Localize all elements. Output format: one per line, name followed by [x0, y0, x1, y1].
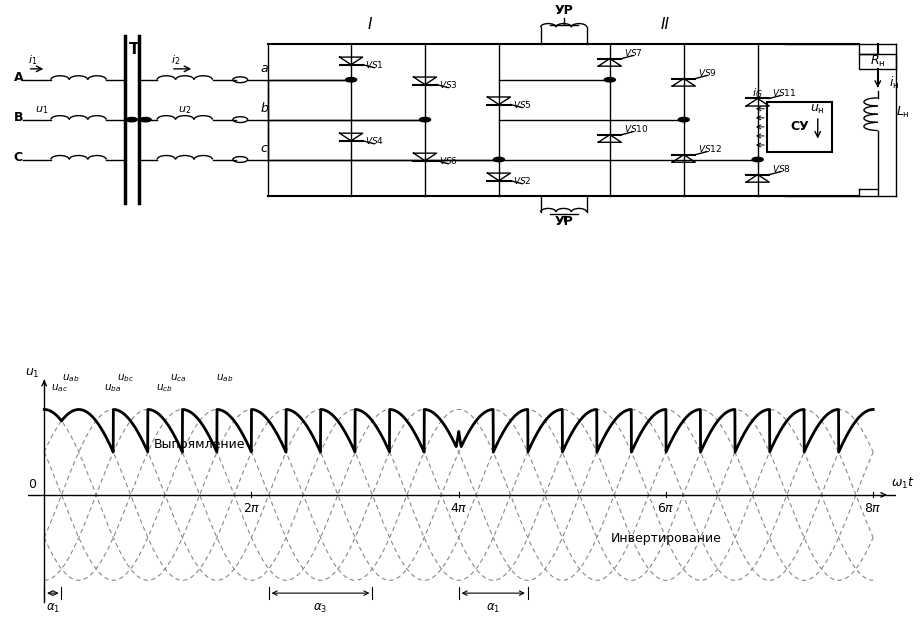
- Text: II: II: [661, 17, 670, 32]
- FancyBboxPatch shape: [859, 54, 896, 69]
- Text: $\it{VS11}$: $\it{VS11}$: [772, 87, 796, 98]
- Text: $i_{\text{н}}$: $i_{\text{н}}$: [889, 75, 899, 91]
- Text: $\it{VS5}$: $\it{VS5}$: [514, 99, 532, 110]
- Text: УР: УР: [554, 4, 573, 18]
- Circle shape: [140, 118, 152, 122]
- Text: b: b: [261, 102, 269, 115]
- Text: $8\pi$: $8\pi$: [864, 502, 882, 515]
- Text: $u_{cb}$: $u_{cb}$: [156, 382, 173, 394]
- Circle shape: [419, 118, 431, 122]
- Text: a: a: [261, 62, 268, 76]
- Text: УР: УР: [554, 215, 573, 227]
- Text: $\it{VS8}$: $\it{VS8}$: [772, 163, 791, 174]
- Text: 0: 0: [28, 478, 36, 491]
- Text: $L_{\text{н}}$: $L_{\text{н}}$: [896, 105, 910, 120]
- Text: B: B: [14, 111, 23, 124]
- Text: Выпрямление: Выпрямление: [154, 438, 246, 451]
- Circle shape: [346, 78, 357, 82]
- Text: $\it{VS7}$: $\it{VS7}$: [625, 47, 643, 58]
- Text: $u_{ca}$: $u_{ca}$: [169, 372, 186, 384]
- Text: $u_{\text{н}}$: $u_{\text{н}}$: [810, 103, 825, 116]
- Text: $\it{VS10}$: $\it{VS10}$: [625, 123, 649, 134]
- Text: СУ: СУ: [790, 121, 808, 133]
- Text: $i_1$: $i_1$: [28, 53, 37, 68]
- Text: c: c: [261, 142, 267, 155]
- Text: $R_{\text{н}}$: $R_{\text{н}}$: [870, 54, 885, 69]
- Text: $2\pi$: $2\pi$: [243, 502, 261, 515]
- Text: $\omega_1 t$: $\omega_1 t$: [892, 476, 915, 491]
- Text: $\it{VS1}$: $\it{VS1}$: [366, 59, 384, 70]
- Text: $\alpha_3$: $\alpha_3$: [313, 602, 328, 615]
- Text: $u_{ab}$: $u_{ab}$: [215, 372, 233, 384]
- Circle shape: [493, 158, 505, 162]
- Text: T: T: [128, 42, 140, 58]
- Text: $\it{VS9}$: $\it{VS9}$: [699, 67, 717, 78]
- Text: $\it{VS2}$: $\it{VS2}$: [514, 175, 532, 186]
- Text: $6\pi$: $6\pi$: [657, 502, 675, 515]
- Circle shape: [678, 118, 689, 122]
- Text: I: I: [368, 17, 371, 32]
- Text: $u_{ac}$: $u_{ac}$: [51, 382, 67, 394]
- Text: C: C: [14, 151, 23, 164]
- Text: $\it{VS3}$: $\it{VS3}$: [440, 79, 458, 90]
- Text: $i_G$: $i_G$: [752, 86, 763, 100]
- Text: $i_2$: $i_2$: [171, 53, 180, 68]
- Text: $\it{VS12}$: $\it{VS12}$: [699, 143, 723, 154]
- Text: $u_1$: $u_1$: [35, 104, 48, 116]
- Circle shape: [126, 118, 138, 122]
- Text: $\alpha_1$: $\alpha_1$: [486, 602, 501, 615]
- Text: $\it{VS4}$: $\it{VS4}$: [366, 135, 384, 146]
- Text: Инвертирование: Инвертирование: [611, 532, 722, 545]
- Text: $u_{bc}$: $u_{bc}$: [116, 372, 134, 384]
- Text: $4\pi$: $4\pi$: [450, 502, 468, 515]
- Circle shape: [752, 158, 763, 162]
- Text: $\alpha_1$: $\alpha_1$: [45, 602, 60, 615]
- Text: $u_2$: $u_2$: [178, 104, 191, 116]
- Text: A: A: [14, 71, 23, 84]
- FancyBboxPatch shape: [767, 101, 832, 152]
- Circle shape: [604, 78, 615, 82]
- Text: $u_{ba}$: $u_{ba}$: [103, 382, 121, 394]
- Text: $u_1$: $u_1$: [25, 367, 39, 380]
- Text: $u_{ab}$: $u_{ab}$: [62, 372, 79, 384]
- Text: $\it{VS6}$: $\it{VS6}$: [440, 155, 458, 166]
